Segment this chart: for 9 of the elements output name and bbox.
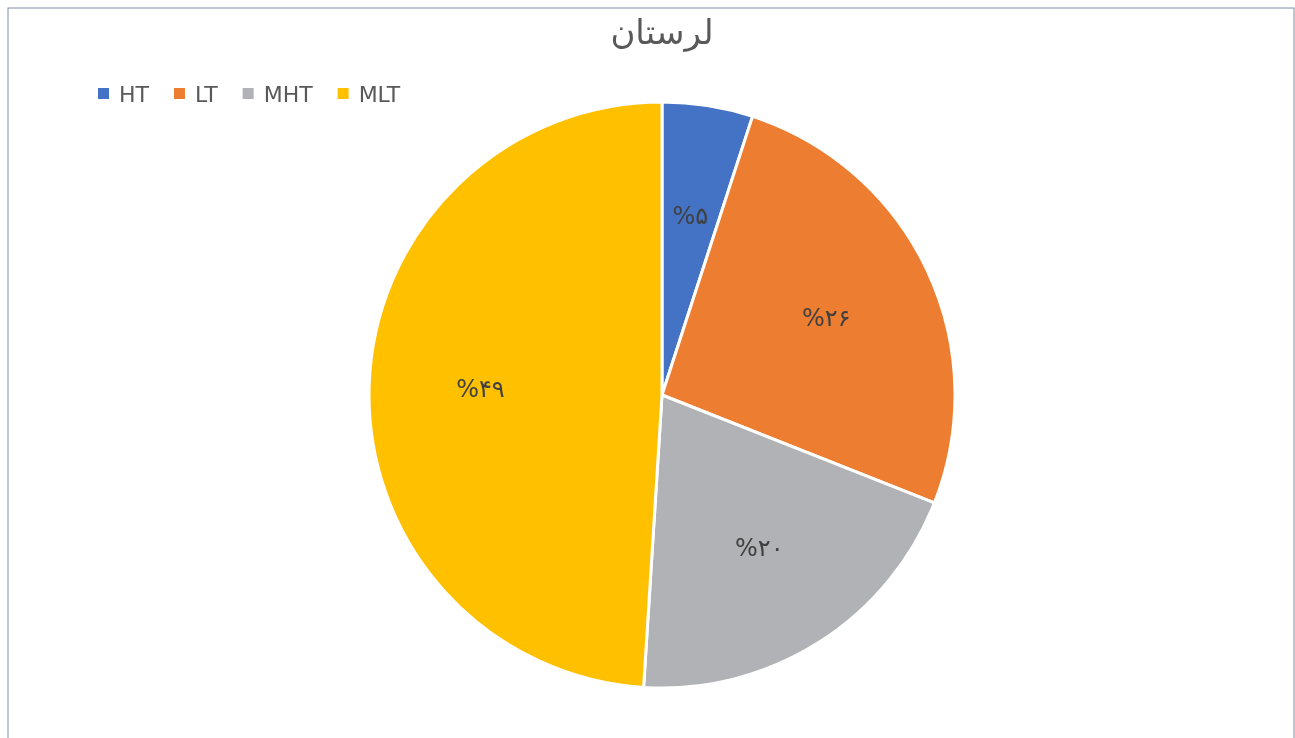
data-label: %۲۰ xyxy=(735,534,784,563)
legend-label: LT xyxy=(194,82,219,107)
legend-label: MLT xyxy=(358,82,401,107)
legend-label: MHT xyxy=(263,82,314,107)
chart-title: لرستان xyxy=(610,12,714,53)
data-label: %۲۶ xyxy=(802,303,851,332)
legend-label: HT xyxy=(119,82,150,107)
data-label: %۵ xyxy=(672,201,709,230)
data-label: %۴۹ xyxy=(456,375,505,404)
